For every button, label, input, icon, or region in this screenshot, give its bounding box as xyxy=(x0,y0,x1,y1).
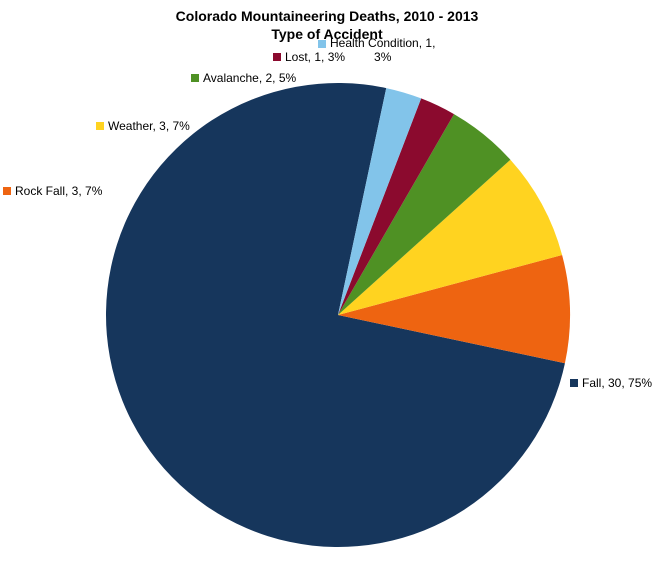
legend-marker xyxy=(3,187,11,195)
slice-label: Health Condition, 1,3% xyxy=(318,36,435,64)
legend-marker xyxy=(96,122,104,130)
legend-marker xyxy=(191,74,199,82)
legend-marker xyxy=(318,40,326,48)
pie-chart xyxy=(0,0,654,564)
slice-label-text: Health Condition, 1,3% xyxy=(330,36,435,64)
slice-label-text: Fall, 30, 75% xyxy=(582,376,652,390)
legend-marker xyxy=(570,379,578,387)
slice-label: Weather, 3, 7% xyxy=(96,118,190,133)
slice-label: Rock Fall, 3, 7% xyxy=(3,183,102,198)
slice-label: Avalanche, 2, 5% xyxy=(191,70,296,85)
legend-marker xyxy=(273,53,281,61)
slice-label-text: Avalanche, 2, 5% xyxy=(203,71,296,85)
chart-container: Colorado Mountaineering Deaths, 2010 - 2… xyxy=(0,0,654,559)
slice-label-text: Weather, 3, 7% xyxy=(108,119,190,133)
slice-label-text: Rock Fall, 3, 7% xyxy=(15,184,102,198)
slice-label: Fall, 30, 75% xyxy=(570,375,652,390)
